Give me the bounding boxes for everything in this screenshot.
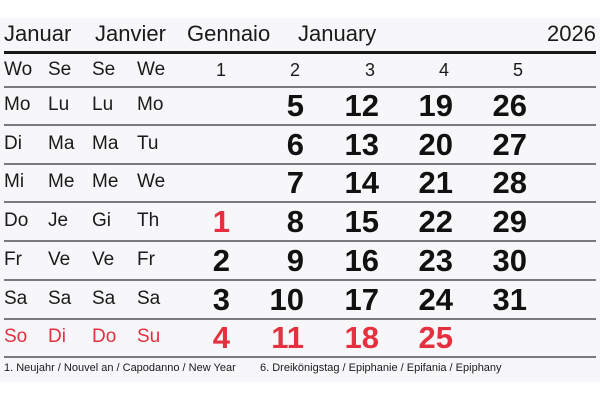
weekday-label: Ve <box>48 249 71 270</box>
weekday-label: Sa <box>48 288 72 309</box>
weekday-label: Mo <box>137 94 164 115</box>
day-number: 2 <box>212 243 230 278</box>
weekday-label: Lu <box>48 94 70 115</box>
weekday-label: Sa <box>137 288 161 309</box>
day-number: 10 <box>269 282 304 317</box>
weekday-label: Gi <box>92 210 111 231</box>
week-number: 5 <box>512 60 523 80</box>
month-title: January <box>298 21 377 46</box>
day-number: 30 <box>492 243 527 278</box>
day-number: 29 <box>492 204 527 239</box>
weekday-label: Me <box>48 171 75 192</box>
weekday-label: Mo <box>4 94 31 115</box>
day-number: 17 <box>344 282 379 317</box>
day-number: 3 <box>212 282 230 317</box>
week-label: Se <box>92 59 116 80</box>
day-number: 20 <box>418 127 453 162</box>
weekday-label: Su <box>137 326 161 347</box>
day-number: 15 <box>344 204 379 239</box>
row-divider <box>4 318 596 320</box>
day-number: 11 <box>271 320 304 355</box>
weekday-label: Fr <box>137 249 155 270</box>
day-number: 12 <box>344 88 379 123</box>
weekday-label: Me <box>92 171 119 192</box>
weekday-label: Lu <box>92 94 114 115</box>
row-divider <box>4 124 596 126</box>
day-number: 14 <box>344 165 379 200</box>
month-title: Januar <box>4 21 72 46</box>
calendar-sheet <box>0 18 600 382</box>
week-number: 1 <box>215 60 226 80</box>
week-number: 4 <box>438 60 449 80</box>
day-number: 22 <box>418 204 453 239</box>
week-label: Wo <box>4 59 33 80</box>
weekday-label: Tu <box>137 133 159 154</box>
week-number: 3 <box>364 60 375 80</box>
month-title: Gennaio <box>187 21 271 46</box>
week-label: We <box>137 59 166 80</box>
row-divider <box>4 240 596 242</box>
year: 2026 <box>547 21 596 46</box>
day-number: 8 <box>286 204 304 239</box>
day-number: 16 <box>344 243 379 278</box>
day-number: 6 <box>286 127 304 162</box>
day-number: 1 <box>212 204 230 239</box>
day-number: 5 <box>286 88 304 123</box>
row-divider <box>4 201 596 203</box>
week-label: Se <box>48 59 72 80</box>
day-number: 19 <box>418 88 453 123</box>
day-number: 4 <box>212 320 230 355</box>
row-divider <box>4 163 596 165</box>
day-number: 23 <box>418 243 453 278</box>
weekday-label: Do <box>4 210 29 231</box>
week-number: 2 <box>289 60 300 80</box>
footnote: 6. Dreikönigstag / Epiphanie / Epifania … <box>260 362 502 374</box>
weekday-label: Th <box>137 210 160 231</box>
weekday-label: Fr <box>4 249 22 270</box>
day-number: 18 <box>344 320 379 355</box>
day-number: 21 <box>418 165 453 200</box>
weekday-label: Sa <box>4 288 28 309</box>
weekday-label: Ma <box>92 133 119 154</box>
month-title: Janvier <box>95 21 166 46</box>
weekday-label: Mi <box>4 171 25 192</box>
weekday-label: We <box>137 171 166 192</box>
weekday-label: Sa <box>92 288 116 309</box>
row-divider <box>4 356 596 358</box>
weekday-label: Ma <box>48 133 75 154</box>
day-number: 9 <box>286 243 304 278</box>
day-number: 27 <box>492 127 527 162</box>
day-number: 25 <box>418 320 453 355</box>
day-number: 13 <box>344 127 379 162</box>
header-rule <box>4 51 596 54</box>
weekday-label: Di <box>48 326 66 347</box>
day-number: 24 <box>418 282 453 317</box>
day-number: 31 <box>492 282 527 317</box>
weekday-label: Di <box>4 133 22 154</box>
day-number: 7 <box>286 165 304 200</box>
footnote: 1. Neujahr / Nouvel an / Capodanno / New… <box>4 362 236 374</box>
weekday-label: Ve <box>92 249 115 270</box>
row-divider <box>4 86 596 88</box>
day-number: 28 <box>492 165 527 200</box>
weekday-label: Je <box>48 210 69 231</box>
weekday-label: So <box>4 326 28 347</box>
weekday-label: Do <box>92 326 117 347</box>
day-number: 26 <box>492 88 527 123</box>
row-divider <box>4 279 596 281</box>
